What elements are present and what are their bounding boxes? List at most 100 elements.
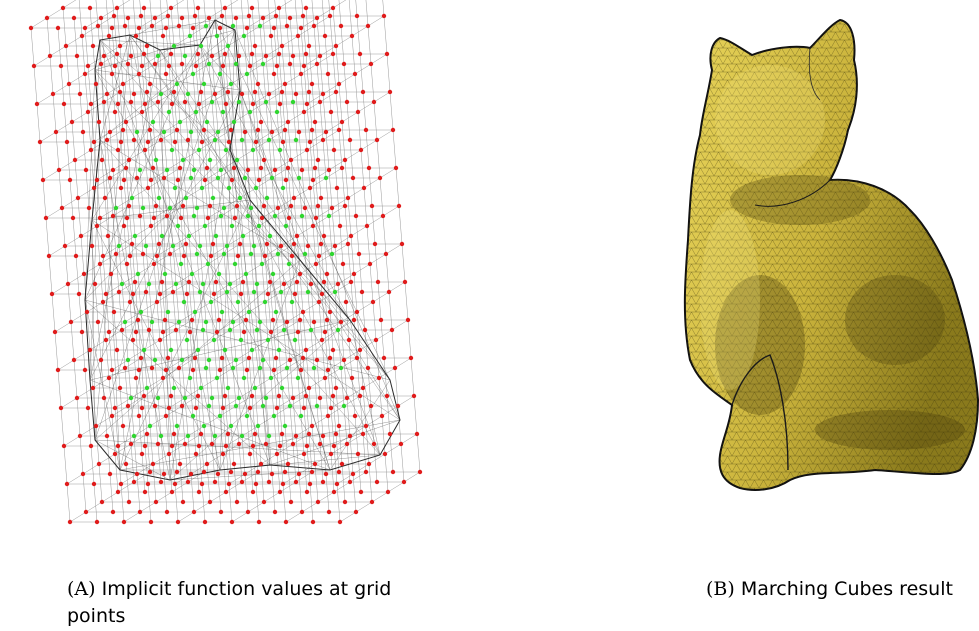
grid-point [281, 281, 287, 287]
grid-line [258, 129, 340, 181]
grid-point [310, 519, 316, 525]
grid-point [104, 433, 110, 439]
grid-point [28, 25, 34, 31]
grid-point [354, 309, 360, 315]
grid-point [170, 243, 176, 249]
grid-point [258, 119, 264, 125]
grid-point [92, 281, 98, 287]
grid-point [117, 385, 123, 391]
grid-point [290, 395, 296, 401]
caption-panel-a: (A) Implicit function values at grid poi… [67, 576, 397, 630]
grid-point [326, 213, 332, 219]
grid-line [141, 15, 223, 67]
grid-line [213, 0, 254, 493]
grid-point [120, 127, 126, 133]
grid-point [229, 177, 235, 183]
grid-line [108, 281, 190, 333]
grid-point [56, 167, 62, 173]
grid-point [279, 385, 285, 391]
grid-point [307, 139, 313, 145]
grid-point [136, 367, 142, 373]
grid-point [312, 119, 318, 125]
grid-point [94, 519, 100, 525]
grid-point [328, 451, 334, 457]
grid-point [274, 109, 280, 115]
grid-point [88, 147, 94, 153]
grid-point [116, 243, 122, 249]
grid-point [220, 451, 226, 457]
grid-point [275, 251, 281, 257]
grid-point [109, 71, 115, 77]
grid-point [115, 443, 121, 449]
grid-point [258, 165, 264, 171]
grid-point [110, 509, 116, 515]
grid-point [326, 509, 332, 515]
grid-point [124, 261, 130, 267]
grid-point [49, 291, 55, 297]
mesh-edge [219, 29, 236, 471]
mesh-edge [99, 34, 131, 141]
grid-point [55, 367, 61, 373]
grid-point [354, 13, 360, 19]
grid-point [263, 441, 269, 447]
mesh-edge [99, 39, 201, 46]
mesh-edge [234, 29, 401, 421]
grid-point [242, 175, 248, 181]
grid-point [72, 157, 78, 163]
grid-point [237, 241, 243, 247]
grid-point [120, 81, 126, 87]
grid-point [250, 147, 256, 153]
grid-point [159, 279, 165, 285]
grid-point [278, 243, 284, 249]
grid-point [322, 329, 328, 335]
mesh-edge [219, 454, 381, 471]
grid-point [64, 139, 70, 145]
grid-point [125, 15, 131, 21]
grid-point [344, 395, 350, 401]
grid-point [333, 89, 339, 95]
grid-point [228, 127, 234, 133]
grid-point [160, 375, 166, 381]
grid-line [186, 0, 227, 493]
grid-point [172, 139, 178, 145]
grid-point [256, 519, 262, 525]
grid-point [63, 43, 69, 49]
grid-point [235, 253, 241, 259]
grid-point [396, 203, 402, 209]
grid-line [303, 15, 385, 67]
grid-line [264, 205, 346, 257]
grid-point [365, 365, 371, 371]
grid-point [193, 109, 199, 115]
grid-point [191, 509, 197, 515]
grid-point [225, 89, 231, 95]
grid-point [249, 51, 255, 57]
grid-point [86, 205, 92, 211]
grid-point [323, 175, 329, 181]
grid-point [371, 441, 377, 447]
grid-point [359, 289, 365, 295]
grid-point [144, 385, 150, 391]
mesh-edge [129, 19, 216, 36]
grid-point [154, 299, 160, 305]
mesh-edge [99, 39, 271, 466]
grid-point [314, 357, 320, 363]
grid-point [390, 469, 396, 475]
grid-point [222, 347, 228, 353]
grid-point [294, 233, 300, 239]
grid-point [269, 129, 275, 135]
grid-line [301, 0, 340, 473]
grid-point [347, 433, 353, 439]
grid-point [310, 177, 316, 183]
grid-point [97, 215, 103, 221]
grid-point [122, 319, 128, 325]
grid-point [374, 137, 380, 143]
grid-point [115, 147, 121, 153]
grid-point [265, 337, 271, 343]
grid-point [334, 481, 340, 487]
grid-point [85, 109, 91, 115]
grid-point [277, 443, 283, 449]
grid-point [209, 441, 215, 447]
grid-point [317, 99, 323, 105]
grid-point [168, 51, 174, 57]
grid-point [160, 329, 166, 335]
